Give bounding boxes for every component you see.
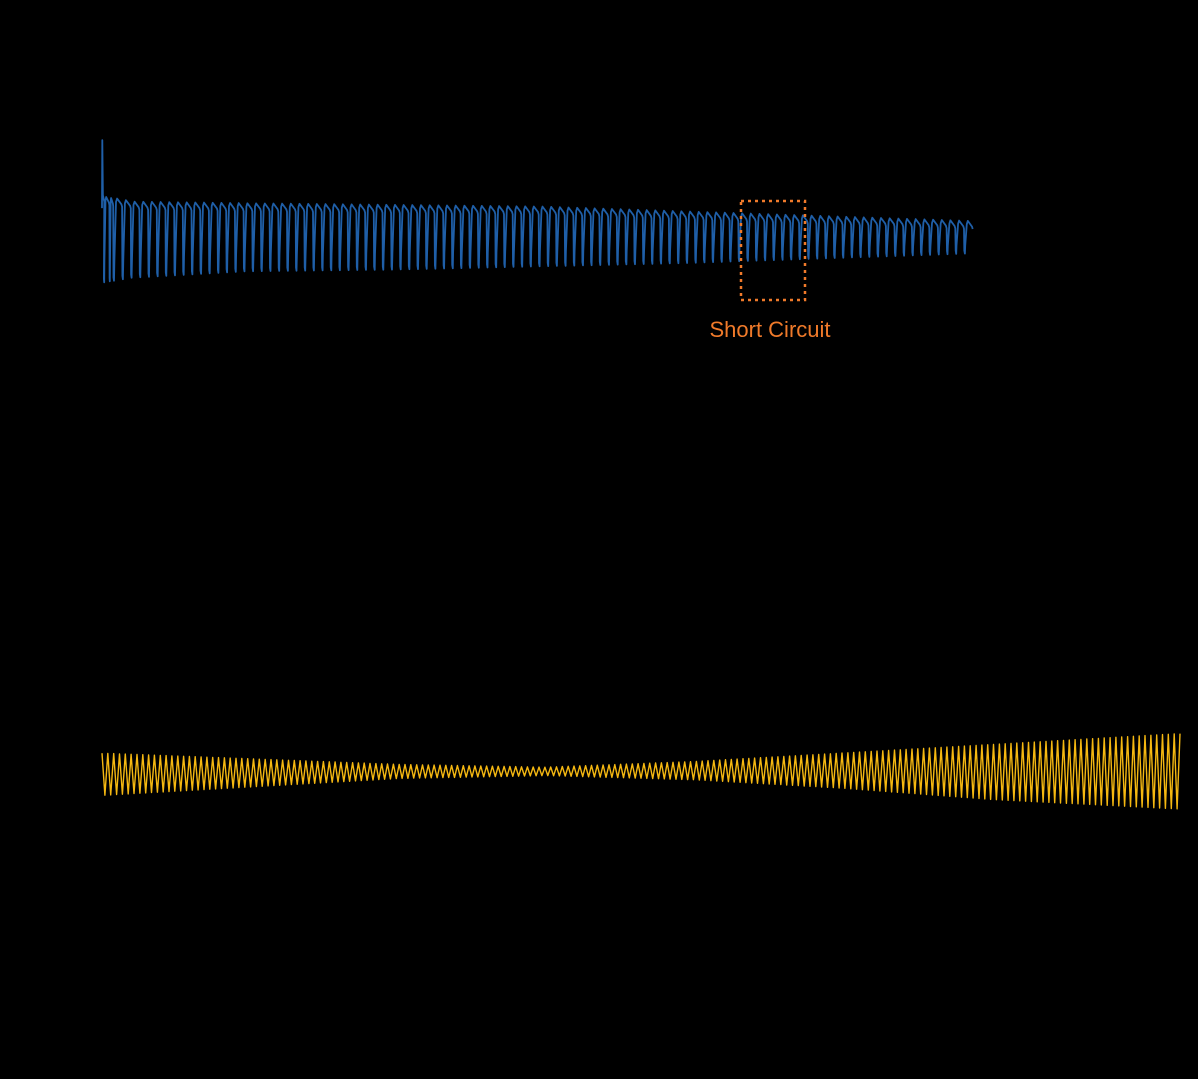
top-voltage-series-line <box>101 139 974 284</box>
short-circuit-box <box>739 199 807 302</box>
bottom-panel <box>101 733 1181 810</box>
top-panel <box>101 139 974 284</box>
bottom-oscillation-series-line <box>101 733 1181 810</box>
short-circuit-label: Short Circuit <box>709 317 830 342</box>
